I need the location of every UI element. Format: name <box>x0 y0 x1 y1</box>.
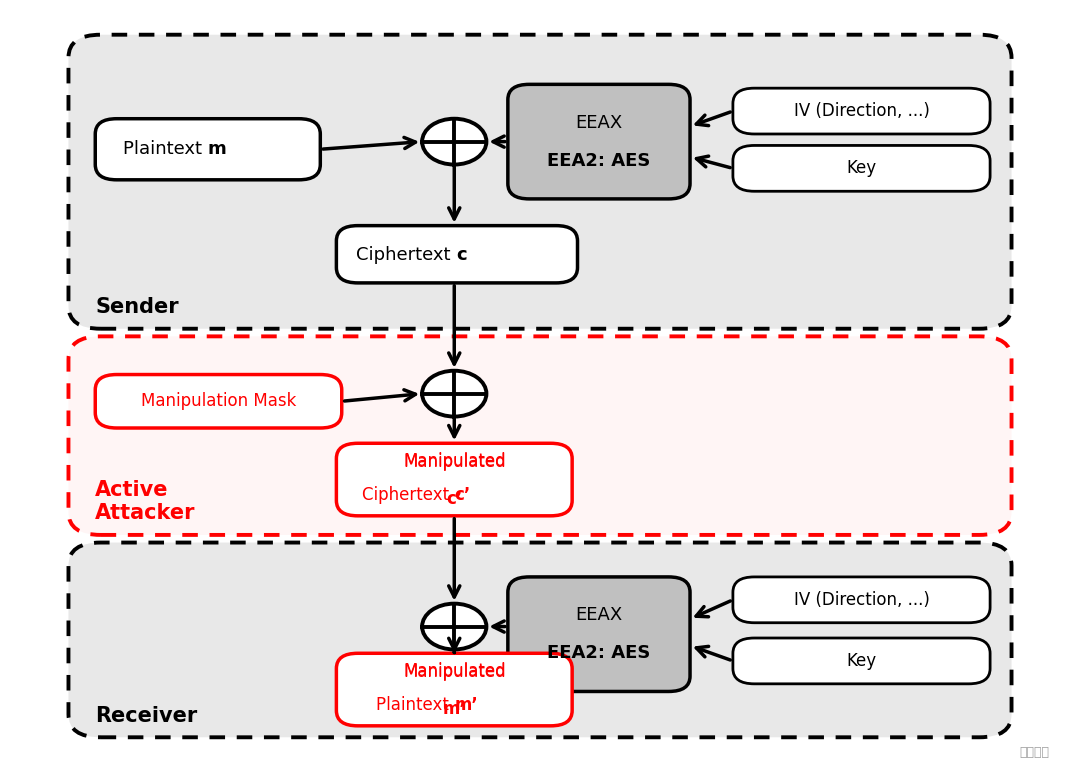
Text: Manipulated: Manipulated <box>403 662 505 680</box>
Text: Manipulation Mask: Manipulation Mask <box>140 392 296 410</box>
FancyBboxPatch shape <box>336 443 572 516</box>
Text: 创新互联: 创新互联 <box>1020 746 1049 759</box>
Text: m: m <box>207 141 227 158</box>
Text: EEAX: EEAX <box>576 606 622 624</box>
FancyBboxPatch shape <box>95 374 341 428</box>
Text: EEAX: EEAX <box>576 113 622 131</box>
Circle shape <box>422 604 486 649</box>
FancyBboxPatch shape <box>68 35 1012 329</box>
FancyBboxPatch shape <box>733 577 990 623</box>
Text: Ciphertext: Ciphertext <box>356 245 457 264</box>
Text: Manipulated: Manipulated <box>403 663 505 682</box>
FancyBboxPatch shape <box>336 225 578 283</box>
Circle shape <box>422 119 486 164</box>
FancyBboxPatch shape <box>733 638 990 684</box>
Text: Key: Key <box>847 159 877 178</box>
FancyBboxPatch shape <box>508 577 690 692</box>
Circle shape <box>422 371 486 417</box>
FancyBboxPatch shape <box>508 84 690 199</box>
Text: Receiver: Receiver <box>95 706 198 726</box>
Text: IV (Direction, ...): IV (Direction, ...) <box>794 591 930 609</box>
Text: Manipulated: Manipulated <box>403 453 505 472</box>
FancyBboxPatch shape <box>68 543 1012 737</box>
FancyBboxPatch shape <box>68 337 1012 535</box>
Text: Active
Attacker: Active Attacker <box>95 480 195 523</box>
Text: Ciphertext: Ciphertext <box>362 486 455 504</box>
Text: c’: c’ <box>455 486 471 504</box>
Text: Key: Key <box>847 652 877 670</box>
FancyBboxPatch shape <box>733 145 990 191</box>
Text: IV (Direction, ...): IV (Direction, ...) <box>794 102 930 120</box>
Text: Manipulated: Manipulated <box>403 452 505 470</box>
Text: Sender: Sender <box>95 297 179 317</box>
Text: EEA2: AES: EEA2: AES <box>548 645 650 662</box>
Text: m’: m’ <box>443 700 467 718</box>
FancyBboxPatch shape <box>95 119 321 180</box>
Text: m’: m’ <box>455 696 478 714</box>
FancyBboxPatch shape <box>336 653 572 726</box>
Text: c’: c’ <box>446 490 462 508</box>
Text: Plaintext: Plaintext <box>123 141 207 158</box>
FancyBboxPatch shape <box>733 88 990 134</box>
Text: Plaintext: Plaintext <box>376 696 455 714</box>
Text: EEA2: AES: EEA2: AES <box>548 152 650 170</box>
Text: c: c <box>457 245 467 264</box>
